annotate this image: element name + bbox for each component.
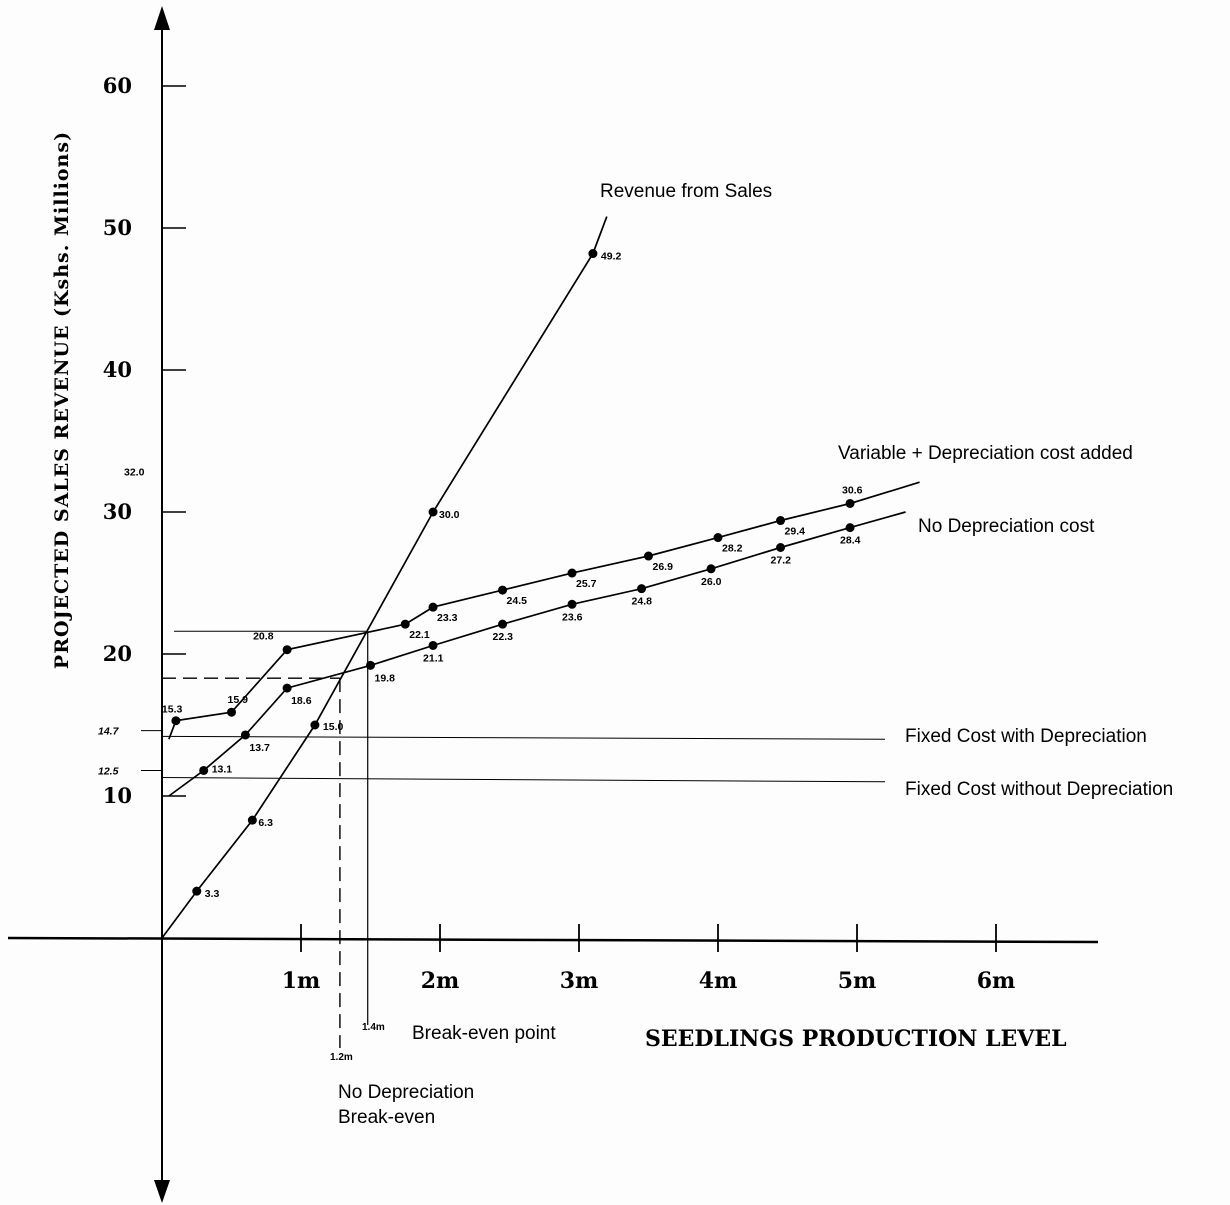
data-point xyxy=(845,523,855,533)
data-label: 23.6 xyxy=(562,611,583,623)
annotations: 32.0 14.7 12.5 xyxy=(98,467,162,777)
data-label: 13.7 xyxy=(249,742,270,754)
data-label: 15.9 xyxy=(228,694,249,706)
data-point xyxy=(282,683,292,693)
data-label: 20.8 xyxy=(253,631,274,643)
x-tick-label: 4m xyxy=(699,968,738,994)
y-tick-label: 30 xyxy=(103,499,132,524)
data-point xyxy=(240,730,250,740)
series-line xyxy=(168,481,920,740)
no-depreciation-break-even-x-label: 1.2m xyxy=(330,1052,353,1063)
data-label: 21.1 xyxy=(423,652,444,664)
series-label-revenue: Revenue from Sales xyxy=(600,181,772,202)
break-even-label: Break-even point xyxy=(412,1023,556,1044)
data-point xyxy=(637,584,647,594)
data-point xyxy=(498,585,508,595)
series-lines xyxy=(161,216,920,939)
break-even-guides xyxy=(161,630,886,1048)
series-label-fixed-with-depreciation: Fixed Cost with Depreciation xyxy=(905,726,1147,747)
y-axis-arrow-down xyxy=(154,1180,170,1203)
data-point xyxy=(199,765,209,775)
y-tick-label: 40 xyxy=(103,357,132,382)
data-point xyxy=(310,720,320,730)
data-point xyxy=(400,619,410,629)
data-point xyxy=(227,707,236,717)
data-label: 3.3 xyxy=(205,888,220,900)
data-points: 3.3 6.3 15.0 30.0 49.2 15.3 15.9 20.8 22.1 23.3 24… xyxy=(162,249,863,900)
fixed-cost-line xyxy=(161,735,886,740)
data-point xyxy=(776,516,786,526)
data-point xyxy=(498,619,508,629)
data-point xyxy=(706,564,716,574)
y-tick-label: 50 xyxy=(103,215,132,240)
data-point xyxy=(567,568,577,578)
no-depreciation-break-even-label-line1: No Depreciation xyxy=(338,1082,474,1103)
data-point xyxy=(644,551,653,561)
fixed-cost-line xyxy=(161,777,886,783)
x-tick-label: 6m xyxy=(977,968,1016,994)
break-even-x-label: 1.4m xyxy=(362,1022,385,1033)
data-label: 27.2 xyxy=(771,555,792,567)
y-axis-annotation: 14.7 xyxy=(98,726,120,738)
data-point xyxy=(428,640,438,650)
data-point xyxy=(282,645,292,655)
y-axis-annotation: 12.5 xyxy=(98,765,119,777)
series-label-fixed-without-depreciation: Fixed Cost without Depreciation xyxy=(905,779,1173,800)
data-label: 24.8 xyxy=(632,596,653,608)
x-axis xyxy=(7,936,1099,944)
data-label: 26.0 xyxy=(701,576,722,588)
data-label: 6.3 xyxy=(258,817,273,829)
series-label-no-depreciation: No Depreciation cost xyxy=(918,516,1095,537)
y-axis-label: PROJECTED SALES REVENUE (Kshs. Millions) xyxy=(51,131,73,669)
y-axis-ticks: 10 20 30 40 50 60 xyxy=(103,73,186,808)
data-label: 15.0 xyxy=(323,721,344,733)
x-axis-ticks: 1m 2m 3m 4m 5m 6m xyxy=(282,924,1016,994)
data-label: 13.1 xyxy=(212,763,233,775)
data-label: 22.3 xyxy=(493,631,514,643)
data-label: 30.0 xyxy=(439,509,460,521)
data-point xyxy=(567,599,577,609)
data-point xyxy=(845,498,855,508)
x-tick-label: 3m xyxy=(560,968,599,994)
data-point xyxy=(366,660,375,670)
no-depreciation-break-even-label-line2: Break-even xyxy=(338,1107,435,1128)
data-label: 30.6 xyxy=(842,484,863,496)
data-label: 28.2 xyxy=(722,543,743,555)
data-point xyxy=(588,249,598,259)
data-point xyxy=(713,533,723,543)
y-tick-label: 60 xyxy=(103,73,132,98)
data-label: 29.4 xyxy=(785,526,806,538)
data-point xyxy=(247,815,257,825)
data-label: 49.2 xyxy=(601,251,622,263)
y-axis-annotation: 32.0 xyxy=(124,467,145,479)
x-tick-label: 2m xyxy=(421,968,460,994)
data-label: 18.6 xyxy=(291,695,312,707)
y-axis-arrow-up xyxy=(154,6,170,30)
series-label-variable-depreciation: Variable + Depreciation cost added xyxy=(838,443,1133,464)
data-point xyxy=(428,602,438,612)
data-label: 28.4 xyxy=(840,535,861,547)
x-tick-label: 1m xyxy=(282,968,321,994)
data-point xyxy=(428,507,438,517)
data-label: 26.9 xyxy=(653,561,674,573)
series-line xyxy=(161,216,608,939)
data-label: 25.7 xyxy=(576,578,597,590)
data-point xyxy=(171,716,181,726)
data-label: 23.3 xyxy=(437,612,458,624)
y-tick-label: 20 xyxy=(103,641,132,666)
data-label: 22.1 xyxy=(409,629,430,641)
data-point xyxy=(776,543,786,552)
series-line xyxy=(168,511,906,797)
data-label: 19.8 xyxy=(375,672,396,684)
data-label: 24.5 xyxy=(507,595,528,607)
y-tick-label: 10 xyxy=(103,783,132,808)
x-tick-label: 5m xyxy=(838,968,877,994)
data-label: 15.3 xyxy=(162,704,183,716)
x-axis-label: SEEDLINGS PRODUCTION LEVEL xyxy=(645,1026,1067,1052)
data-point xyxy=(192,886,202,896)
